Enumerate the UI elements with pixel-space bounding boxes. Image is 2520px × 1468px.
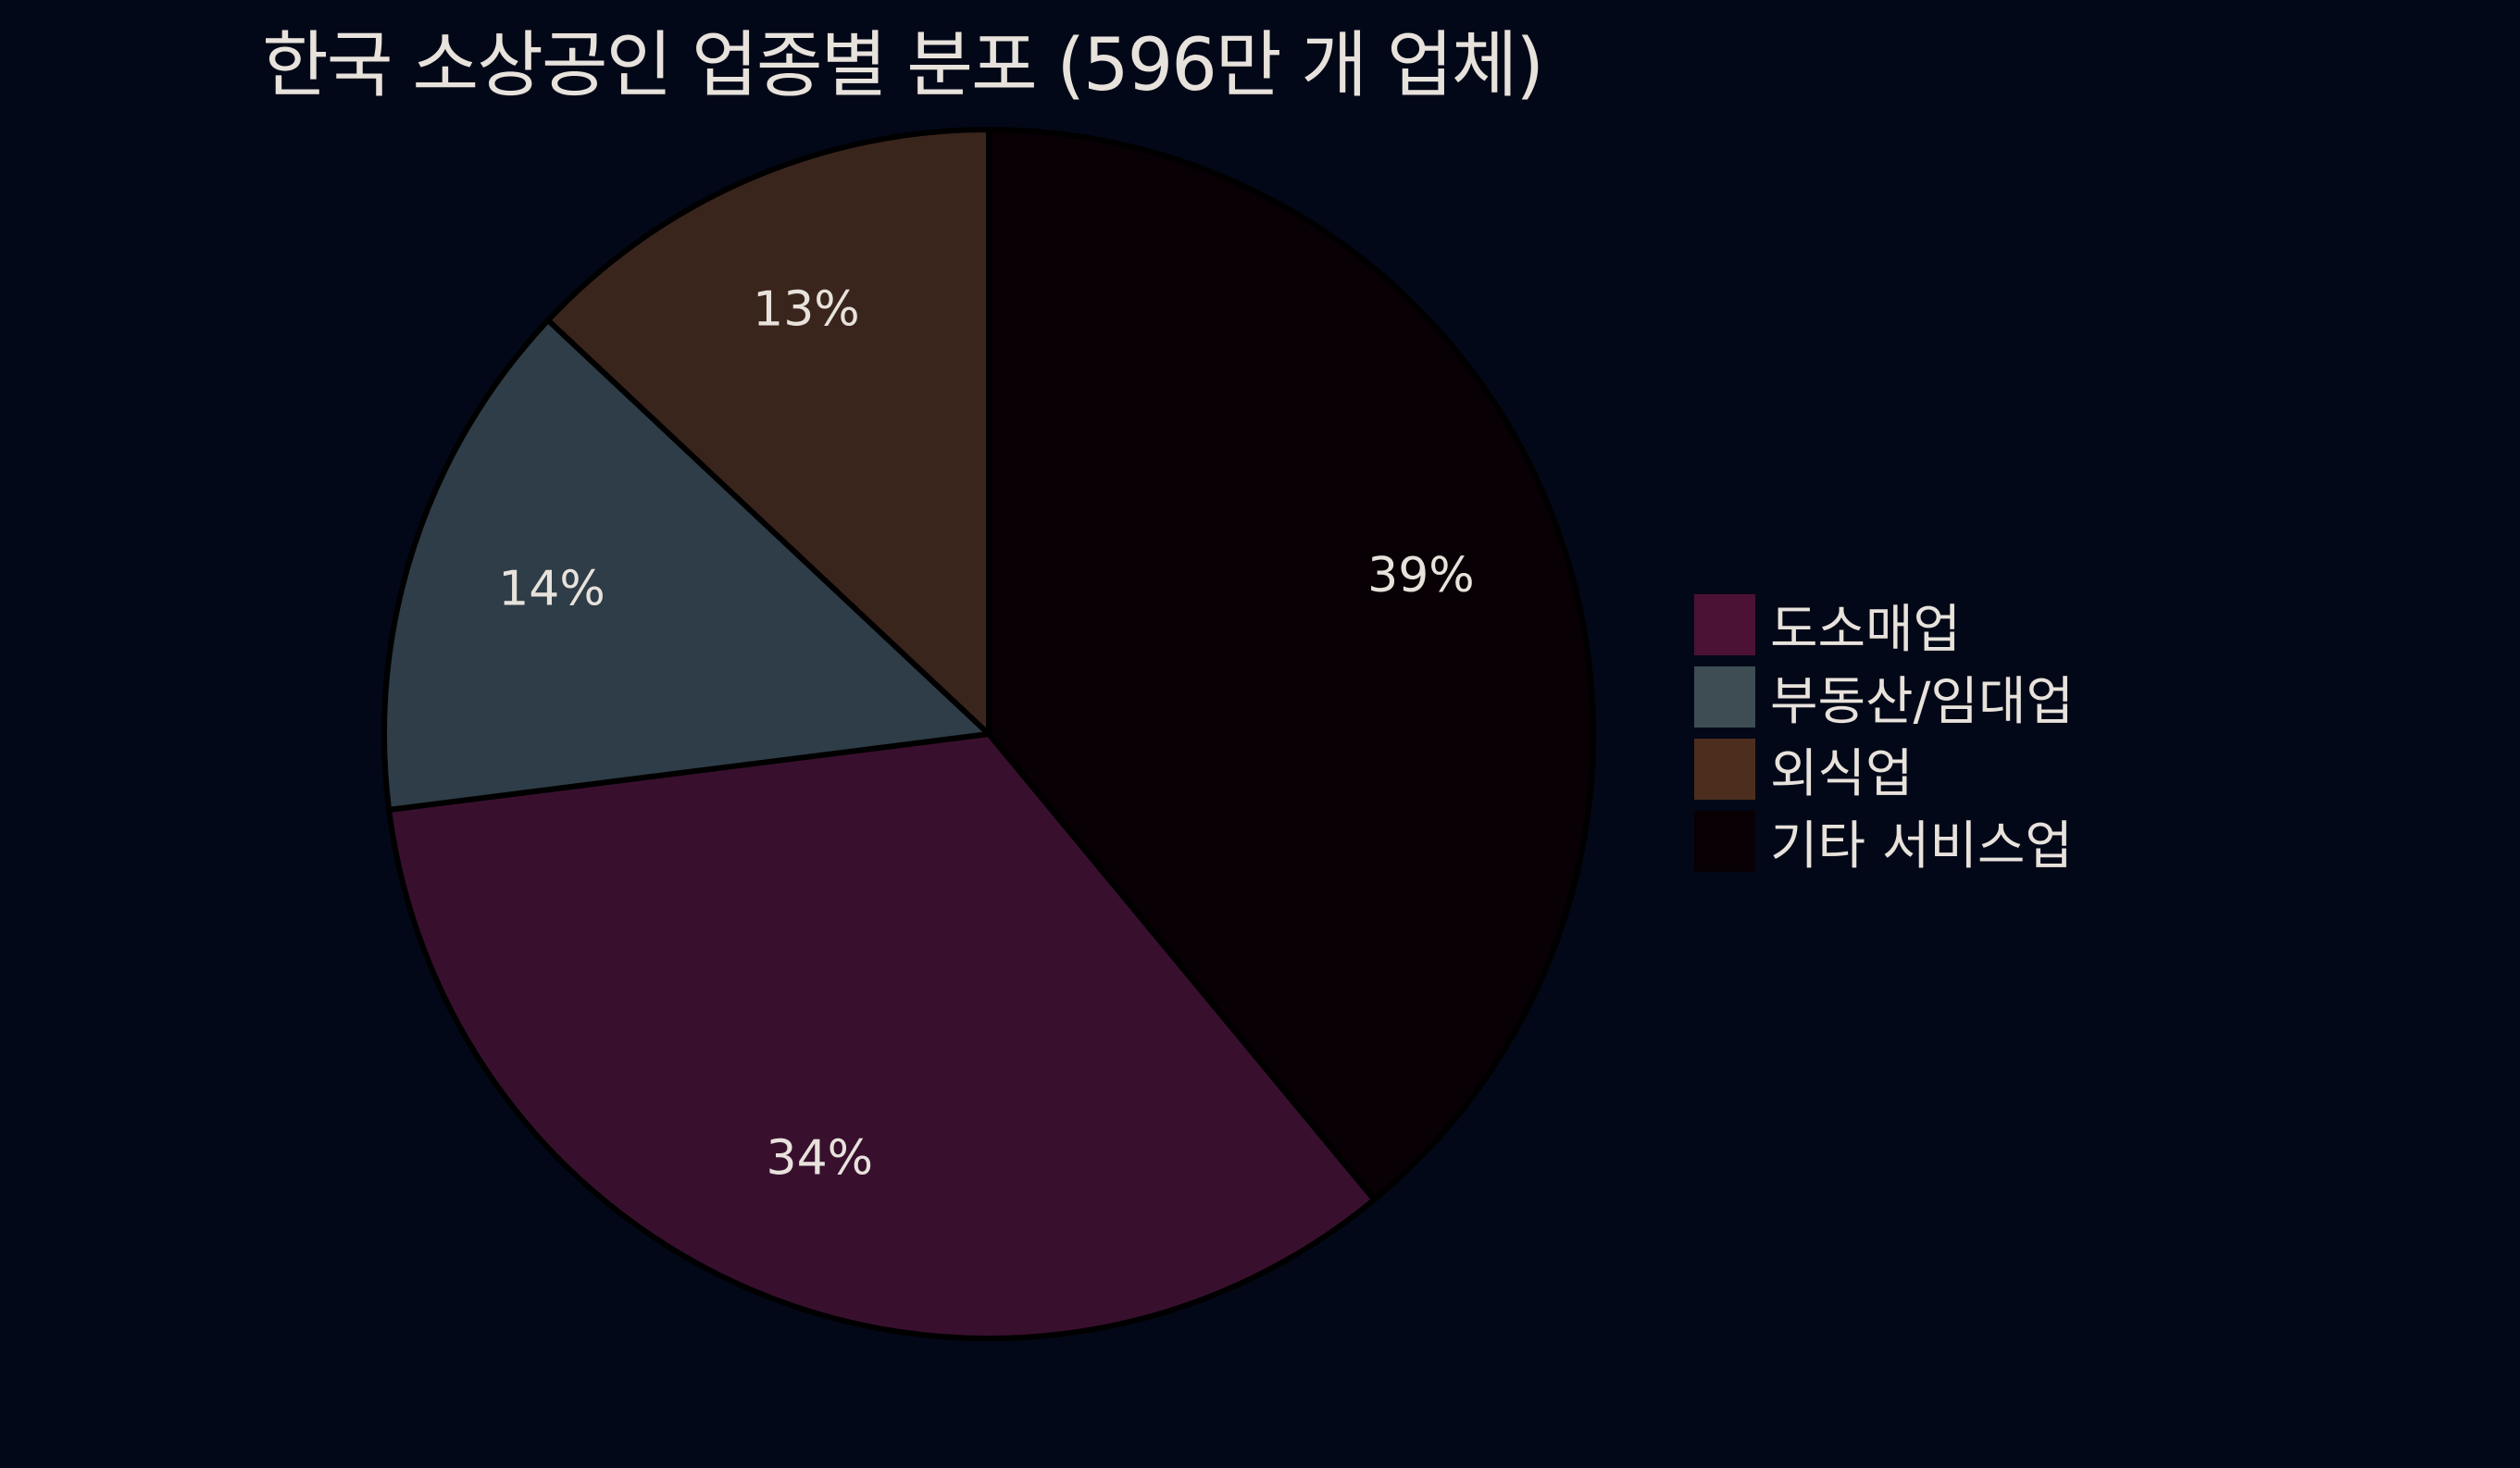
legend-swatch: [1694, 739, 1755, 800]
slice-label: 13%: [753, 282, 860, 338]
chart-title: 한국 소상공인 업종별 분포 (596만 개 업체): [262, 24, 1544, 107]
legend-swatch: [1694, 666, 1755, 728]
pie-slice-2[interactable]: [543, 126, 992, 740]
slice-label: 14%: [498, 562, 605, 617]
legend-label: 도소매업: [1770, 599, 1962, 660]
legend-swatch: [1694, 594, 1755, 655]
legend-item[interactable]: 도소매업: [1694, 589, 2074, 661]
legend-item[interactable]: 기타 서비스업: [1694, 805, 2074, 877]
legend-item[interactable]: 외식업: [1694, 733, 2074, 805]
legend-swatch: [1694, 811, 1755, 872]
pie-slice-3[interactable]: [986, 126, 1596, 1204]
legend: 도소매업 부동산/임대업 외식업 기타 서비스업: [1694, 589, 2074, 877]
pie-slice-0[interactable]: [385, 730, 1379, 1341]
legend-label: 기타 서비스업: [1770, 815, 2073, 877]
slice-label: 34%: [767, 1130, 874, 1186]
legend-label: 외식업: [1770, 743, 1914, 804]
legend-label: 부동산/임대업: [1770, 671, 2074, 732]
pie-slice-1[interactable]: [381, 316, 995, 814]
slice-label: 39%: [1367, 548, 1475, 603]
legend-item[interactable]: 부동산/임대업: [1694, 661, 2074, 733]
